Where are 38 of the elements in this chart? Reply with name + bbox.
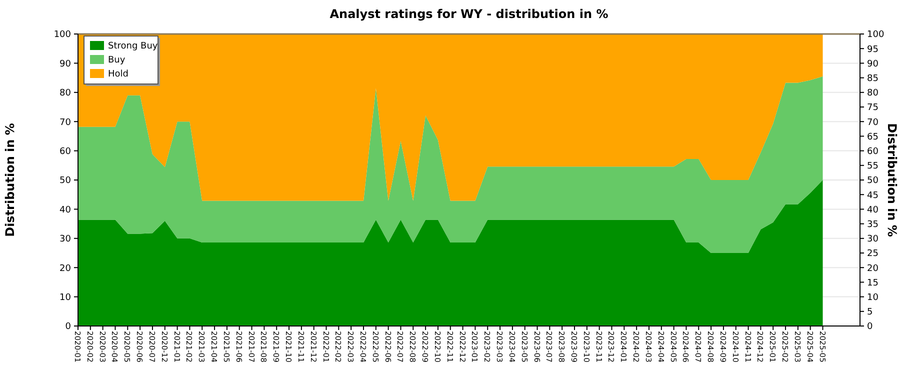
y-tick-label: 60 — [60, 146, 72, 157]
y2-tick-label: 15 — [867, 278, 878, 288]
legend-label: Strong Buy — [108, 42, 158, 52]
y2-tick-label: 65 — [867, 132, 878, 142]
y-tick-label: 90 — [60, 59, 72, 70]
series-label: Hold — [108, 70, 128, 80]
y2-tick-label: 25 — [867, 249, 878, 260]
y2-tick-label: 100 — [867, 30, 884, 40]
y2-tick-label: 90 — [867, 59, 879, 70]
y2-tick-label: 85 — [867, 74, 878, 84]
y2-tick-label: 40 — [867, 205, 879, 216]
y2-tick-label: 60 — [867, 146, 879, 157]
y-tick-label: 20 — [60, 264, 72, 274]
y2-tick-label: 55 — [867, 162, 878, 172]
y2-tick-label: 5 — [867, 308, 873, 318]
y2-tick-label: 50 — [867, 176, 879, 186]
y2-tick-label: 10 — [867, 292, 879, 303]
y2-tick-label: 0 — [867, 322, 873, 332]
chart-title: Analyst ratings for WY - distribution in % — [330, 7, 608, 21]
y2-tick-label: 70 — [867, 118, 879, 128]
y2-tick-label: 80 — [867, 88, 879, 99]
y2-tick-label: 95 — [867, 44, 878, 55]
y-tick-label: 30 — [60, 234, 72, 245]
y2-tick-label: 30 — [867, 234, 879, 245]
y-tick-label: 50 — [60, 176, 72, 186]
y2-axis-title: Distribution in % — [885, 123, 899, 237]
legend-label: Buy — [108, 56, 126, 66]
y-tick-label: 80 — [60, 88, 72, 99]
y-tick-label: 0 — [65, 322, 72, 332]
y-tick-label: 100 — [54, 30, 72, 40]
y2-tick-label: 35 — [867, 220, 878, 230]
y-tick-label: 10 — [60, 292, 72, 303]
y-axis-title: Distribution in % — [3, 123, 17, 237]
y-tick-label: 40 — [60, 205, 72, 216]
y2-tick-label: 45 — [867, 190, 878, 201]
y2-tick-label: 75 — [867, 103, 878, 114]
y-tick-label: 70 — [60, 118, 72, 128]
y2-tick-label: 20 — [867, 264, 879, 274]
